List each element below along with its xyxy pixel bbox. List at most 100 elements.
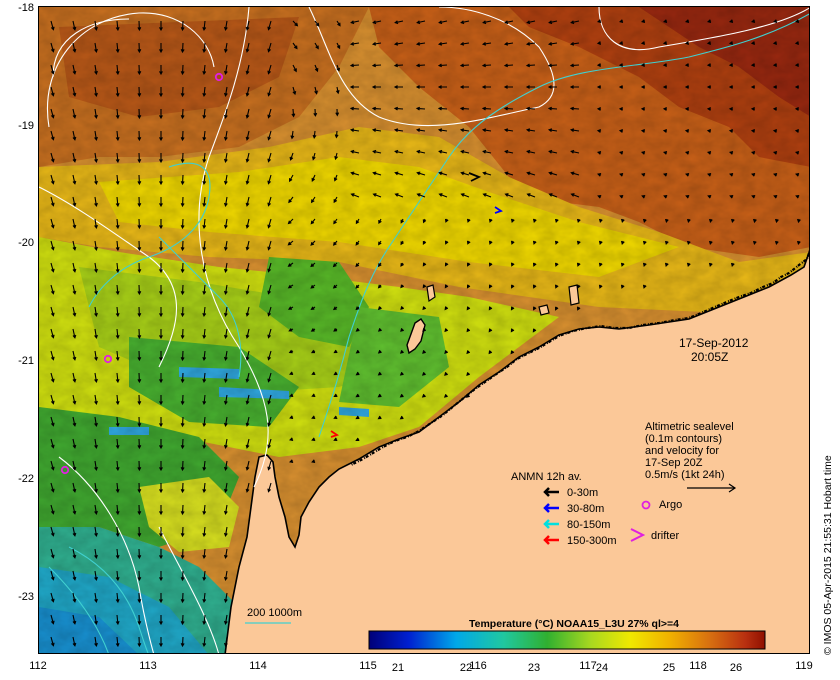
velocity-arrow [267,240,272,251]
velocity-arrow [115,86,120,98]
velocity-arrow [159,175,163,186]
velocity-arrow [202,372,207,384]
velocity-arrow [750,85,755,89]
velocity-arrow [437,41,448,46]
velocity-arrow [223,86,228,98]
velocity-arrow [137,438,142,450]
velocity-arrow [72,240,77,251]
velocity-arrow [115,372,120,384]
velocity-arrow [794,19,800,24]
velocity-arrow [422,306,427,311]
velocity-arrow [488,218,493,223]
velocity-arrow [547,41,558,46]
velocity-arrow [223,196,228,208]
velocity-arrow [50,394,55,405]
velocity-arrow [94,130,98,142]
velocity-arrow [482,149,492,154]
velocity-arrow [481,128,492,133]
velocity-arrow [159,65,163,76]
velocity-arrow [245,262,250,273]
velocity-arrow [115,174,120,186]
velocity-arrow [751,194,756,199]
velocity-arrow [289,174,294,183]
velocity-arrow [444,284,449,289]
altimetry-line3: and velocity for [645,445,719,457]
velocity-arrow [349,41,360,46]
velocity-arrow [115,416,120,428]
velocity-arrow [570,171,580,176]
velocity-arrow [202,284,207,296]
velocity-arrow [267,306,272,317]
velocity-arrow [706,128,712,133]
argo-float-2 [103,354,113,364]
velocity-arrow [267,438,272,449]
velocity-arrow [569,106,580,111]
velocity-arrow [159,285,163,296]
velocity-arrow [223,174,228,186]
velocity-arrow [686,240,691,246]
velocity-arrow [223,526,228,538]
velocity-arrow [796,218,801,224]
velocity-arrow [137,548,142,560]
velocity-arrow [202,108,207,120]
velocity-arrow [618,41,624,46]
velocity-arrow [415,63,426,68]
sst-field [39,7,809,653]
velocity-arrow [115,328,120,340]
velocity-arrow [94,350,98,362]
velocity-arrow [223,592,228,604]
velocity-arrow [416,193,426,198]
velocity-arrow [466,218,471,223]
velocity-arrow [289,459,294,464]
velocity-arrow [202,130,207,142]
bathy-legend-label: 200 1000m [247,607,303,619]
velocity-arrow [684,107,690,111]
velocity-arrow [350,149,360,154]
velocity-arrow [532,284,537,289]
velocity-arrow [311,152,316,161]
lat-label-23: -23 [18,591,34,603]
velocity-arrow [795,194,800,199]
velocity-arrow [223,152,228,164]
velocity-arrow [180,240,185,252]
velocity-arrow [50,196,55,207]
velocity-arrow [137,526,142,538]
velocity-arrow [488,240,493,245]
velocity-arrow [444,350,448,355]
velocity-arrow [245,394,250,405]
velocity-arrow [137,108,142,120]
velocity-arrow [72,592,77,603]
velocity-arrow [569,41,580,46]
velocity-arrow [350,20,360,25]
velocity-arrow [289,371,294,376]
velocity-arrow [159,263,163,274]
velocity-arrow [267,108,272,119]
velocity-arrow [159,461,163,472]
velocity-arrow [772,128,778,133]
velocity-arrow [94,42,98,54]
velocity-arrow [311,371,316,376]
colorbar [368,630,766,650]
velocity-arrow [180,526,185,538]
velocity-arrow [312,130,317,139]
sst-map[interactable]: 17-Sep-2012 20:05Z Altimetric sealevel (… [38,6,810,654]
velocity-arrow [728,128,734,133]
velocity-arrow [459,106,470,111]
velocity-arrow [288,328,294,332]
velocity-arrow [377,328,382,332]
velocity-arrow [72,482,77,493]
velocity-arrow [159,307,163,318]
velocity-arrow [159,131,163,142]
velocity-arrow [662,19,668,24]
velocity-arrow [503,128,514,133]
velocity-arrow [570,149,580,154]
velocity-arrow [350,171,360,176]
velocity-arrow [115,108,120,120]
velocity-arrow [310,218,316,225]
velocity-arrow [349,128,360,133]
velocity-arrow [355,415,360,420]
velocity-arrow [287,306,294,310]
velocity-arrow [686,218,691,224]
velocity-arrow [640,41,646,46]
velocity-arrow [137,372,142,384]
